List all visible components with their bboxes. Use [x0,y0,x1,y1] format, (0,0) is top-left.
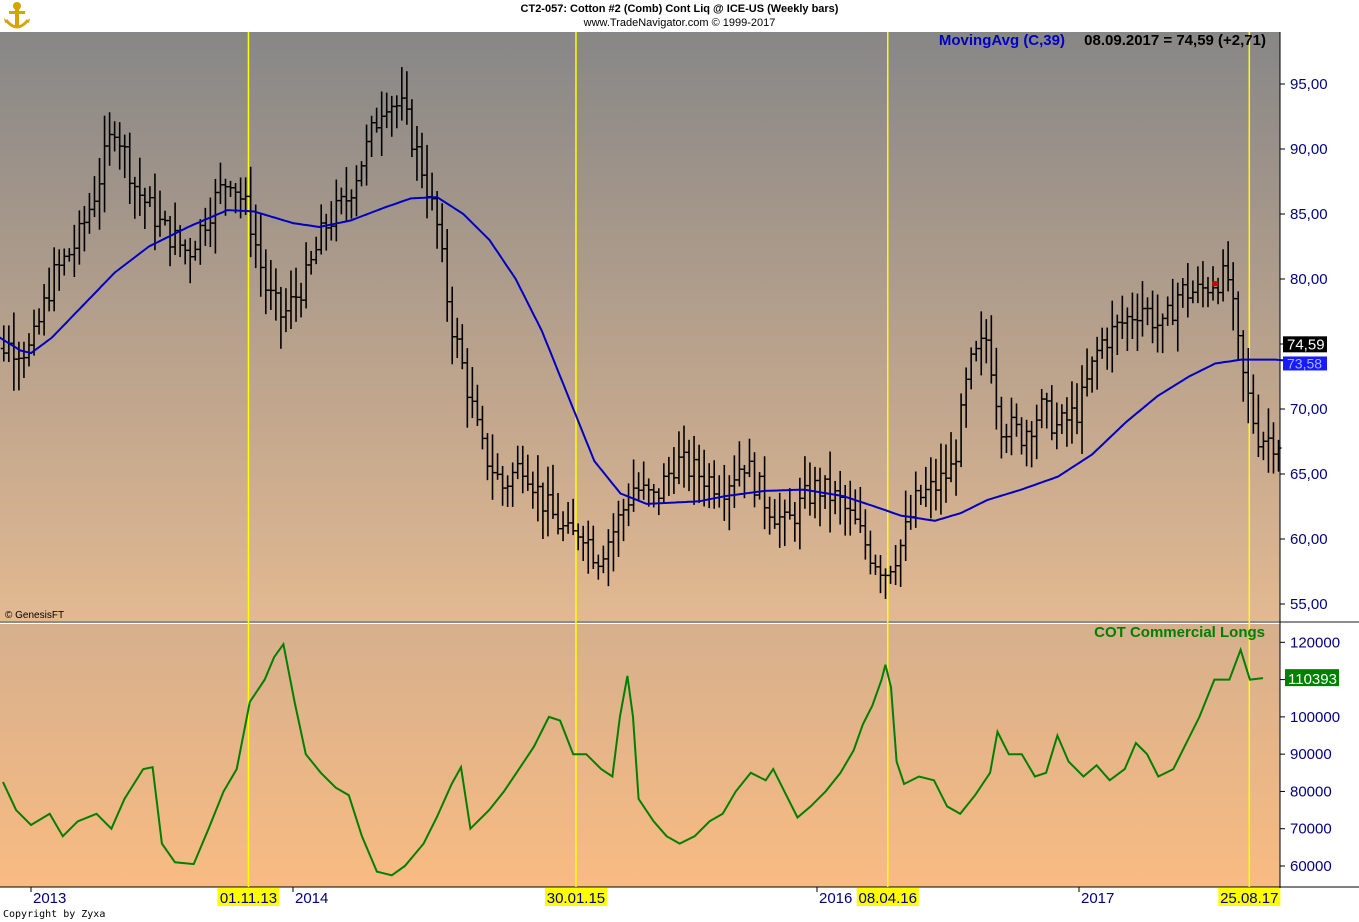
price-tick-label: 95,00 [1290,76,1328,93]
x-axis-labels: 2013 01.11.13 2014 30.01.15 2016 08.04.16 2017… [30,887,1281,907]
anchor-logo-icon [3,2,31,32]
price-tick-label: 60,00 [1290,531,1328,548]
date-label-background [856,888,919,906]
price-panel-background [0,32,1280,622]
cot-tick-label: 60000 [1290,858,1332,875]
date-label: 08.04.16 [859,890,917,907]
year-label: 2013 [33,890,66,907]
marker-lines [247,32,1251,887]
price-tick-label: 55,00 [1290,596,1328,613]
price-tick-label: 70,00 [1290,401,1328,418]
date-label-background [1218,888,1281,906]
cot-tick-label: 120000 [1290,634,1340,651]
cot-series-label: COT Commercial Longs [1094,624,1265,641]
date-label-background [544,888,607,906]
y-axis-area [1280,32,1359,888]
moving-average-label: MovingAvg (C,39) [939,32,1065,49]
last-price-tag: 74,59 [1283,336,1327,353]
chart-title: CT2-057: Cotton #2 (Comb) Cont Liq @ ICE… [520,3,839,15]
cot-tick-label: 70000 [1290,821,1332,838]
date-label: 30.01.15 [547,890,605,907]
red-marker [1212,281,1219,287]
chart-source: www.TradeNavigator.com © 1999-2017 [583,17,776,29]
price-tick-label: 80,00 [1290,271,1328,288]
last-ma-label: 73,58 [1287,355,1322,371]
price-readout: 08.09.2017 = 74,59 (+2,71) [1084,32,1266,49]
cot-tick-label: 100000 [1290,709,1340,726]
date-label-background [217,888,280,906]
date-label: 25.08.17 [1220,890,1278,907]
cot-commercial-longs-line [2,641,1264,877]
last-ma-tag: 73,58 [1283,355,1327,371]
year-label: 2016 [819,890,852,907]
footer-credit: Copyright by Zyxa [3,909,106,920]
last-cot-label: 110393 [1288,671,1337,688]
genesis-watermark: © GenesisFT [5,610,64,621]
moving-average-line [0,196,1326,522]
cot-tick-label: 80000 [1290,783,1332,800]
price-tick-label: 65,00 [1290,466,1328,483]
cot-panel-background [0,624,1280,887]
date-label: 01.11.13 [220,890,277,907]
last-cot-tag: 110393 [1285,669,1339,688]
year-label: 2014 [295,890,328,907]
last-price-label: 74,59 [1287,336,1325,353]
price-tick-label: 90,00 [1290,141,1328,158]
cot-tick-label: 90000 [1290,746,1332,763]
price-bar [1275,439,1282,472]
price-bars [0,67,1282,599]
price-tick-label: 85,00 [1290,206,1328,223]
year-label: 2017 [1081,890,1114,907]
